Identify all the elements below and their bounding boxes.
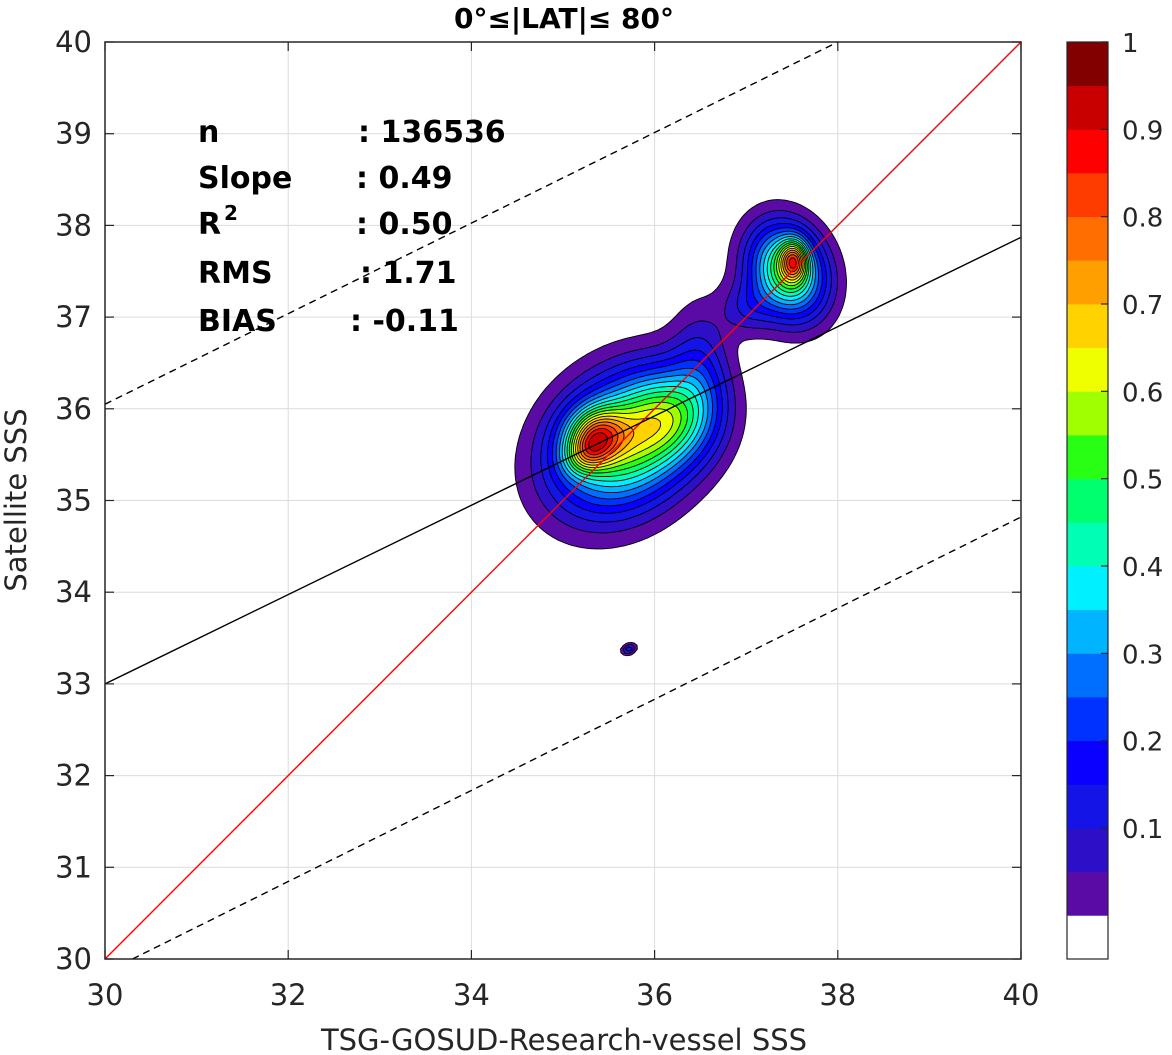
colorbar-swatch [1067,566,1108,611]
colorbar-swatch [1067,173,1108,218]
y-tick-label: 40 [55,25,92,59]
colorbar-swatch [1067,653,1108,698]
colorbar-swatch [1067,85,1108,130]
stat-superscript: 2 [224,201,238,225]
colorbar-tick-label: 0.4 [1122,553,1163,583]
stat-value: : 136536 [358,115,506,150]
stat-label: R [198,207,221,242]
colorbar-swatch [1067,478,1108,523]
x-tick-label: 32 [270,978,307,1012]
y-tick-label: 39 [55,117,92,151]
axis-ticks: 30 32 34 36 38 40 30 31 32 33 34 35 36 37 38 39 40 [55,25,1039,1012]
colorbar-tick-label: 0.8 [1122,204,1163,234]
colorbar-tick-label: 0.7 [1122,291,1163,321]
colorbar-tick-label: 0.6 [1122,378,1163,408]
chart-title: 0°≤|LAT|≤ 80° [454,2,674,35]
stat-value: : -0.11 [350,304,459,339]
colorbar-swatch [1067,304,1108,349]
stat-value: : 1.71 [360,256,456,291]
reference-lines [105,42,1021,959]
y-tick-label: 35 [55,484,92,518]
colorbar-tick-label: 0.3 [1122,640,1163,670]
reference-line [105,42,1021,959]
colorbar-frame [1066,41,1109,960]
y-tick-label: 38 [55,208,92,242]
x-tick-label: 34 [453,978,490,1012]
y-tick-label: 33 [55,667,92,701]
y-tick-label: 34 [55,575,92,609]
stat-value: : 0.49 [356,161,452,196]
x-tick-label: 40 [1003,978,1040,1012]
colorbar-swatch [1067,697,1108,742]
y-tick-label: 36 [55,392,92,426]
stat-value: : 0.50 [356,207,452,242]
stats-annotation: n : 136536 Slope : 0.49 R 2 : 0.50 RMS : 1.71 BIA… [198,115,506,339]
colorbar: 0.1 0.2 0.3 0.4 0.5 0.6 0.7 0.8 0.9 1 [1066,29,1163,960]
stat-label: RMS [198,256,273,291]
colorbar-swatch [1067,129,1108,174]
colorbar-swatch [1067,915,1108,960]
colorbar-tick-label: 0.2 [1122,728,1163,758]
y-axis-label: Satellite SSS [0,408,33,591]
x-axis-label: TSG-GOSUD-Research-vessel SSS [320,1023,807,1055]
y-tick-label: 32 [55,759,92,793]
y-tick-label: 37 [55,300,92,334]
density-contours [514,199,847,657]
x-tick-label: 36 [636,978,673,1012]
x-tick-label: 38 [819,978,856,1012]
colorbar-swatch [1067,260,1108,305]
reference-line [132,516,1021,959]
colorbar-swatch [1067,347,1108,392]
colorbar-swatch [1067,871,1108,916]
stat-label: BIAS [198,304,277,339]
y-tick-label: 30 [55,942,92,976]
colorbar-swatch [1067,42,1108,87]
x-tick-label: 30 [87,978,124,1012]
colorbar-swatch [1067,216,1108,261]
colorbar-swatch [1067,391,1108,436]
stat-label: Slope [198,161,292,196]
reference-line [105,236,1021,685]
colorbar-swatch [1067,828,1108,873]
colorbar-swatch [1067,435,1108,480]
stat-label: n [198,115,219,150]
colorbar-tick-label: 0.9 [1122,116,1163,146]
colorbar-tick-label: 1 [1122,29,1139,59]
colorbar-swatch [1067,522,1108,567]
colorbar-swatch [1067,784,1108,829]
reference-line [105,42,839,405]
colorbar-swatch [1067,740,1108,785]
colorbar-tick-label: 0.1 [1122,815,1163,845]
y-tick-label: 31 [55,850,92,884]
colorbar-swatch [1067,609,1108,654]
colorbar-tick-label: 0.5 [1122,466,1163,496]
